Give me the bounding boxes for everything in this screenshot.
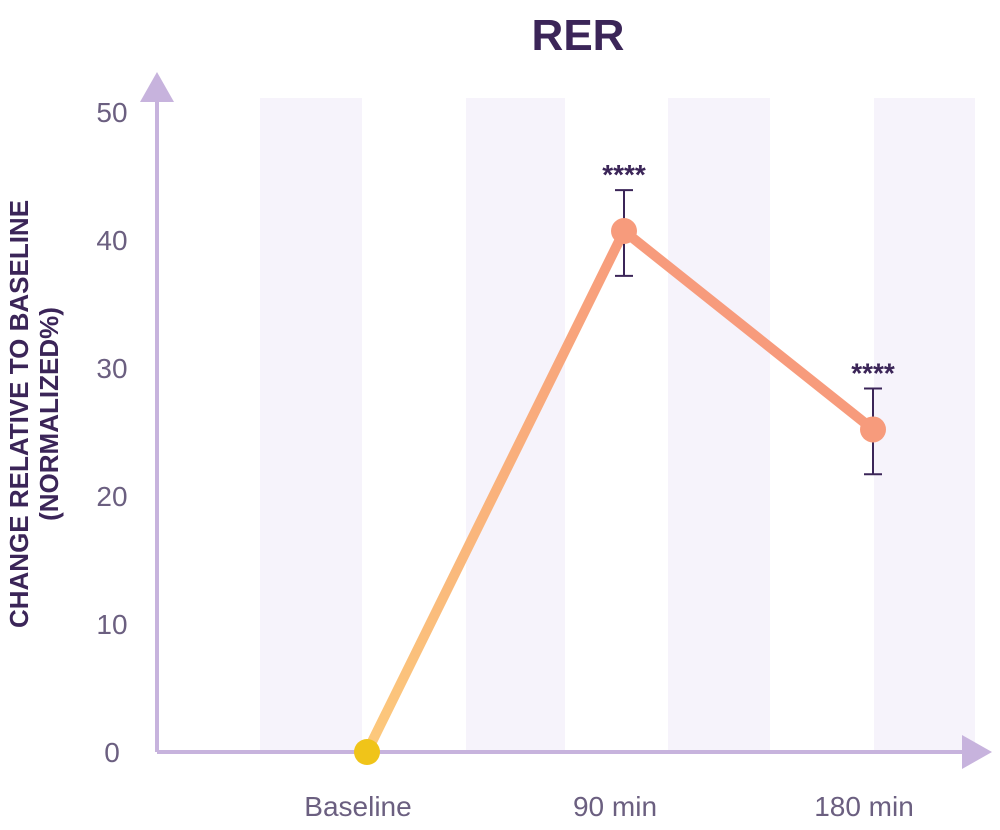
significance-label-3: **** xyxy=(851,357,895,388)
background-band-3 xyxy=(668,98,770,752)
data-point-3 xyxy=(860,416,886,443)
background-bands xyxy=(260,98,975,752)
y-tick-labels: 0 10 20 30 40 50 xyxy=(96,97,127,768)
y-tick-label-40: 40 xyxy=(96,225,127,256)
series-rer xyxy=(362,226,878,757)
x-tick-label-1: Baseline xyxy=(304,791,411,822)
series-segment-2 xyxy=(619,226,878,435)
x-axis-arrow xyxy=(962,735,992,769)
series-segment-1 xyxy=(362,226,629,757)
y-tick-label-0: 0 xyxy=(104,737,120,768)
x-tick-labels: Baseline 90 min 180 min xyxy=(304,791,914,822)
chart-title: RER xyxy=(532,11,625,60)
data-point-2 xyxy=(611,218,637,245)
y-tick-label-50: 50 xyxy=(96,97,127,128)
significance-label-2: **** xyxy=(602,159,646,190)
background-band-2 xyxy=(466,98,565,752)
y-axis-label-line1: CHANGE RELATIVE TO BASELINE xyxy=(4,200,34,628)
y-tick-label-30: 30 xyxy=(96,353,127,384)
significance-labels: **** **** xyxy=(602,159,895,388)
axes xyxy=(140,72,992,769)
background-band-1 xyxy=(260,98,362,752)
data-points xyxy=(354,218,886,765)
x-tick-label-3: 180 min xyxy=(814,791,914,822)
data-point-1 xyxy=(354,739,380,765)
background-band-4 xyxy=(874,98,975,752)
x-tick-label-2: 90 min xyxy=(573,791,657,822)
y-tick-label-20: 20 xyxy=(96,481,127,512)
y-axis-label-line2: (NORMALIZED%) xyxy=(34,307,64,521)
y-tick-label-10: 10 xyxy=(96,609,127,640)
y-axis-label: CHANGE RELATIVE TO BASELINE (NORMALIZED%… xyxy=(4,200,64,628)
y-axis-arrow xyxy=(140,72,174,102)
